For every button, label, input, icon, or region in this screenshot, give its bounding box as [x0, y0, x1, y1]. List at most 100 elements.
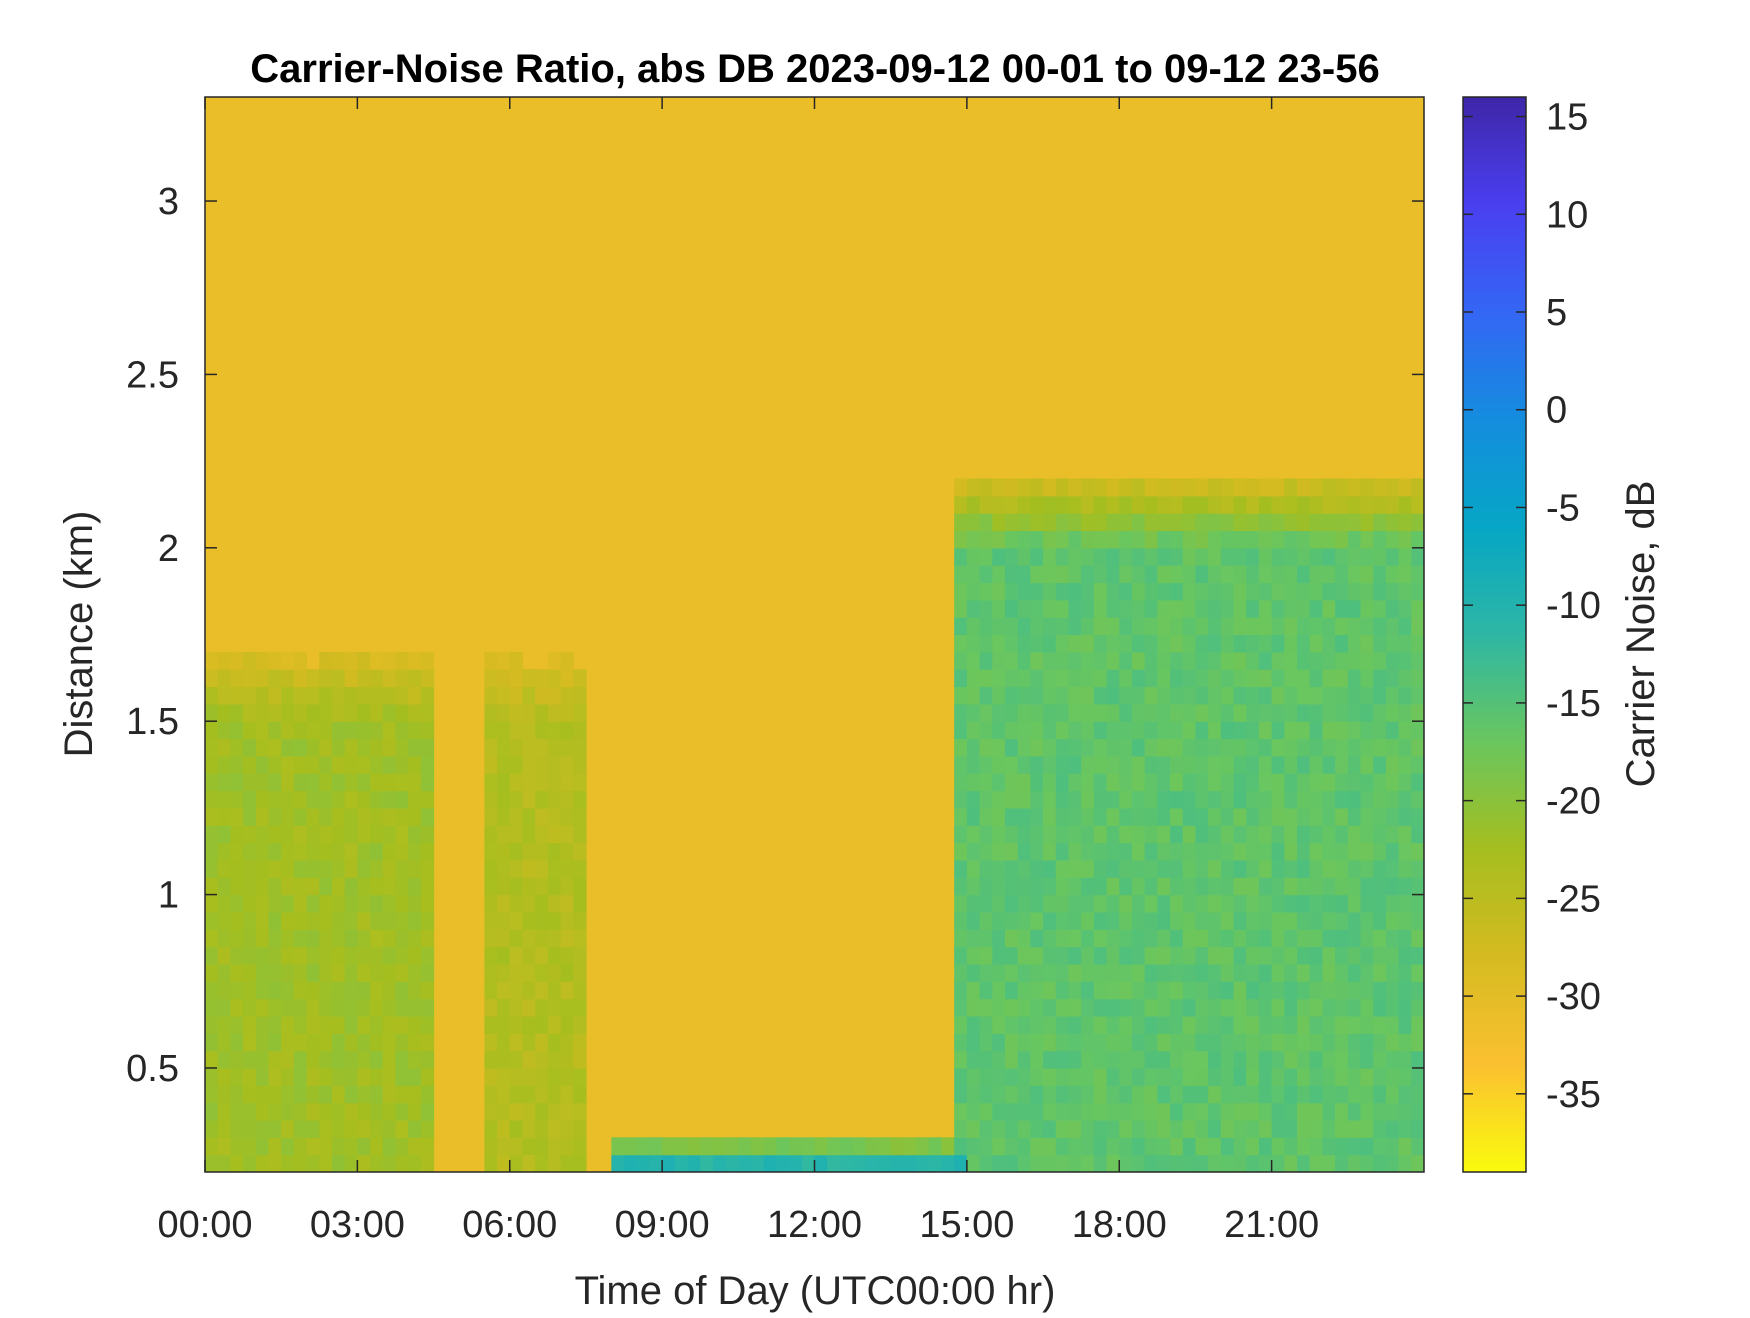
heatmap-cell — [573, 963, 587, 982]
heatmap-cell — [547, 894, 562, 913]
heatmap-cell — [1385, 1137, 1400, 1156]
heatmap-cell — [230, 911, 244, 930]
heatmap-cell — [1208, 807, 1222, 826]
heatmap-cell — [1157, 530, 1171, 549]
heatmap-cell — [509, 911, 524, 930]
heatmap-cell — [230, 807, 244, 826]
heatmap-cell — [1360, 946, 1374, 965]
heatmap-cell — [1297, 877, 1311, 896]
heatmap-cell — [535, 790, 549, 809]
heatmap-cell — [1030, 1085, 1044, 1104]
heatmap-cell — [306, 963, 320, 982]
heatmap-cell — [268, 1154, 282, 1172]
heatmap-cell — [1309, 859, 1324, 878]
heatmap-cell — [395, 1015, 409, 1034]
heatmap-cell — [1182, 738, 1197, 757]
heatmap-cell — [1385, 738, 1400, 757]
heatmap-cell — [1131, 669, 1146, 688]
heatmap-cell — [293, 1050, 308, 1069]
heatmap-cell — [1246, 617, 1260, 636]
heatmap-cell — [1170, 703, 1184, 722]
heatmap-cell — [1030, 894, 1044, 913]
heatmap-cell — [1157, 1085, 1171, 1104]
heatmap-cell — [1170, 946, 1184, 965]
heatmap-cell — [357, 790, 371, 809]
heatmap-cell — [255, 981, 270, 1000]
heatmap-cell — [1106, 513, 1120, 532]
heatmap-cell — [217, 738, 231, 757]
heatmap-cell — [1119, 894, 1133, 913]
heatmap-cell — [1322, 1015, 1336, 1034]
heatmap-cell — [1106, 963, 1120, 982]
heatmap-cell — [1220, 911, 1235, 930]
heatmap-cell — [1385, 1154, 1400, 1172]
heatmap-cell — [1106, 651, 1120, 670]
heatmap-cell — [243, 1154, 257, 1172]
heatmap-cell — [293, 773, 308, 792]
heatmap-cell — [382, 946, 397, 965]
heatmap-cell — [1081, 807, 1095, 826]
heatmap-cell — [1347, 495, 1362, 514]
heatmap-cell — [1195, 825, 1209, 844]
heatmap-cell — [522, 1102, 536, 1121]
heatmap-cell — [420, 669, 435, 688]
heatmap-cell — [306, 738, 320, 757]
heatmap-cell — [979, 1137, 993, 1156]
heatmap-cell — [1131, 599, 1146, 618]
heatmap-cell — [1322, 530, 1336, 549]
heatmap-cell — [979, 877, 993, 896]
heatmap-cell — [382, 1085, 397, 1104]
heatmap-cell — [357, 651, 371, 670]
heatmap-cell — [1297, 513, 1311, 532]
heatmap-cell — [1170, 773, 1184, 792]
heatmap-cell — [230, 1154, 244, 1172]
heatmap-cell — [395, 1102, 409, 1121]
heatmap-cell — [1360, 547, 1374, 566]
heatmap-cell — [331, 790, 346, 809]
heatmap-cell — [1373, 495, 1387, 514]
heatmap-cell — [1208, 669, 1222, 688]
heatmap-cell — [1347, 634, 1362, 653]
heatmap-cell — [1195, 669, 1209, 688]
heatmap-cell — [230, 963, 244, 982]
heatmap-cell — [1055, 981, 1070, 1000]
heatmap-cell — [370, 998, 384, 1017]
heatmap-cell — [1030, 634, 1044, 653]
heatmap-cell — [382, 1154, 397, 1172]
heatmap-cell — [484, 703, 498, 722]
heatmap-cell — [1055, 842, 1070, 861]
heatmap-cell — [1258, 755, 1273, 774]
heatmap-cell — [1398, 669, 1412, 688]
heatmap-cell — [916, 1137, 930, 1156]
heatmap-cell — [1385, 703, 1400, 722]
heatmap-cell — [560, 1085, 574, 1104]
heatmap-cell — [281, 1137, 295, 1156]
heatmap-cell — [509, 963, 524, 982]
heatmap-cell — [1208, 946, 1222, 965]
heatmap-cell — [1246, 582, 1260, 601]
heatmap-cell — [370, 651, 384, 670]
heatmap-cell — [1017, 1102, 1031, 1121]
heatmap-cell — [331, 721, 346, 740]
heatmap-cell — [1208, 825, 1222, 844]
x-axis-label: Time of Day (UTC00:00 hr) — [575, 1269, 1056, 1313]
heatmap-cell — [966, 946, 981, 965]
heatmap-cell — [1347, 1102, 1362, 1121]
heatmap-cell — [217, 721, 231, 740]
heatmap-cell — [1017, 1085, 1031, 1104]
heatmap-cell — [1093, 998, 1108, 1017]
heatmap-cell — [1385, 1015, 1400, 1034]
heatmap-cell — [979, 842, 993, 861]
heatmap-cell — [268, 911, 282, 930]
heatmap-cell — [979, 721, 993, 740]
heatmap-cell — [865, 1137, 879, 1156]
heatmap-cell — [370, 1033, 384, 1052]
heatmap-cell — [1004, 686, 1019, 705]
heatmap-cell — [1157, 669, 1171, 688]
heatmap-cell — [344, 1119, 358, 1138]
heatmap-cell — [1360, 1067, 1374, 1086]
heatmap-cell — [1411, 1067, 1424, 1086]
heatmap-cell — [408, 963, 422, 982]
heatmap-cell — [1157, 1067, 1171, 1086]
heatmap-cell — [1144, 1154, 1158, 1172]
